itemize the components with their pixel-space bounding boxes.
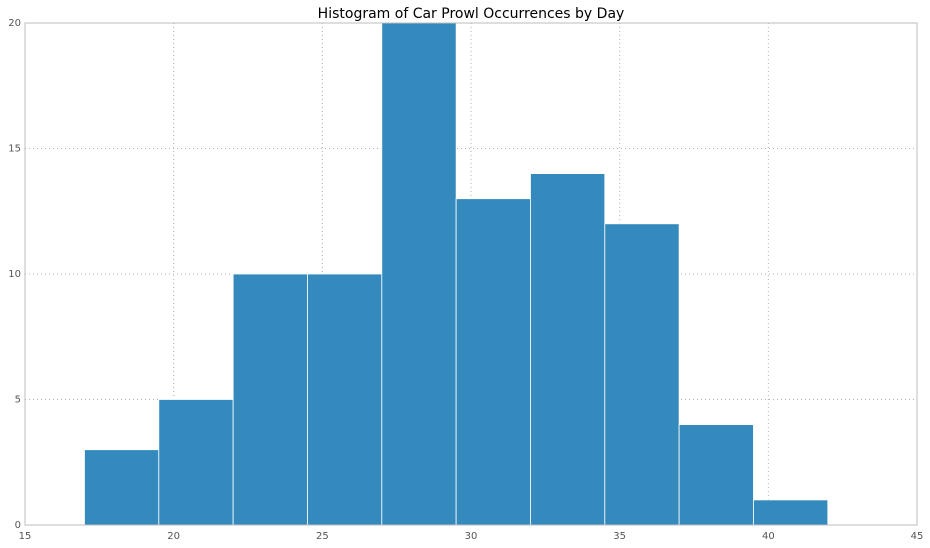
histogram-bar <box>158 399 234 526</box>
histogram-bar <box>455 198 531 526</box>
histogram-bar <box>604 223 680 526</box>
x-tick-label: 15 <box>19 531 32 542</box>
y-tick-label: 10 <box>8 269 21 280</box>
y-tick-label: 15 <box>8 144 21 155</box>
x-tick-label: 35 <box>613 531 626 542</box>
y-tick-label: 0 <box>15 520 21 531</box>
x-tick-label: 25 <box>316 531 329 542</box>
histogram-bar <box>381 22 457 526</box>
x-tick-label: 40 <box>762 531 775 542</box>
y-tick-label: 5 <box>15 395 21 406</box>
histogram-bar <box>84 449 160 526</box>
y-axis-ticks: 0 5 10 15 20 <box>8 18 21 531</box>
histogram-bar <box>678 424 754 526</box>
x-tick-label: 30 <box>465 531 478 542</box>
histogram-bar <box>307 273 383 526</box>
bars <box>84 22 829 526</box>
x-axis-ticks: 15 20 25 30 35 40 45 <box>19 531 924 542</box>
x-tick-label: 45 <box>911 531 924 542</box>
chart-title: Histogram of Car Prowl Occurrences by Da… <box>318 6 625 22</box>
y-tick-label: 20 <box>8 18 21 29</box>
histogram-bar <box>530 173 606 526</box>
histogram-bar <box>753 499 829 526</box>
plot-frame <box>24 22 918 526</box>
x-tick-label: 20 <box>167 531 180 542</box>
histogram-bar <box>232 273 308 526</box>
